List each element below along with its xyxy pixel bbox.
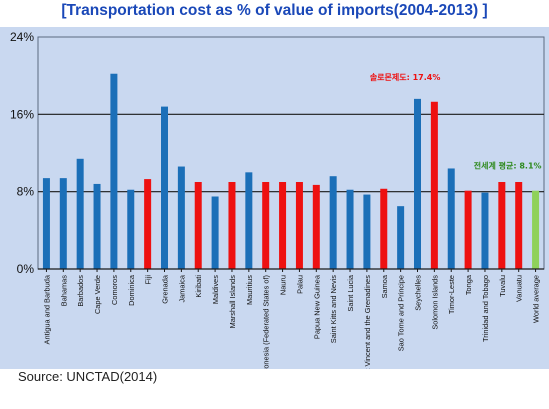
x-tick-label: Saint Lucia bbox=[346, 274, 355, 311]
source-note: Source: UNCTAD(2014) bbox=[18, 369, 158, 384]
bar bbox=[59, 178, 67, 269]
x-tick-label: Tuvalu bbox=[498, 275, 507, 297]
y-tick-label: 8% bbox=[17, 185, 35, 199]
x-tick-label: Bahamas bbox=[59, 275, 68, 307]
chart-title: [Transportation cost as % of value of im… bbox=[61, 2, 488, 19]
x-tick-label: Palau bbox=[295, 275, 304, 294]
x-tick-label: Jamaica bbox=[177, 274, 186, 302]
bar bbox=[262, 182, 270, 269]
bar bbox=[295, 182, 303, 269]
x-tick-label: Maldives bbox=[211, 275, 220, 304]
bar bbox=[532, 190, 540, 269]
x-tick-label: Kiribati bbox=[194, 275, 203, 298]
bar bbox=[481, 192, 489, 269]
x-tick-label: Fiji bbox=[144, 275, 153, 285]
chart-area: 0% 8% 16% 24% Antigua and Barbuda Bahamas Barb… bbox=[0, 27, 549, 369]
bar bbox=[414, 98, 421, 269]
x-tick-label: Barbados bbox=[76, 275, 85, 307]
x-tick-label: Trinidad and Tobago bbox=[481, 275, 490, 342]
x-tick-label: Samoa bbox=[380, 274, 389, 298]
bar bbox=[177, 166, 185, 269]
bar-chart: 0% 8% 16% 24% Antigua and Barbuda Bahamas Barb… bbox=[10, 30, 545, 369]
bar bbox=[447, 168, 455, 269]
x-tick-label: Antigua and Barbuda bbox=[42, 274, 51, 344]
bar bbox=[430, 101, 438, 270]
bar bbox=[279, 182, 287, 269]
bar bbox=[76, 158, 84, 269]
x-tick-label: Tonga bbox=[464, 274, 473, 295]
bar bbox=[144, 179, 152, 269]
bar bbox=[515, 182, 523, 269]
bar bbox=[93, 183, 101, 269]
x-tick-label: Dominica bbox=[127, 274, 136, 306]
bar bbox=[211, 196, 219, 269]
x-tick-label: Comoros bbox=[110, 275, 119, 305]
bar bbox=[110, 73, 118, 269]
x-tick-label: Vanuatu bbox=[515, 275, 524, 302]
x-tick-label: Saint Kitts and Nevis bbox=[329, 275, 338, 343]
bar bbox=[329, 176, 337, 269]
x-tick-label: Solomon Islands bbox=[430, 275, 439, 330]
x-tick-label: World average bbox=[532, 275, 541, 323]
x-tick-label: Nauru bbox=[279, 275, 288, 295]
x-tick-label: Seychelles bbox=[414, 275, 423, 311]
bar bbox=[397, 206, 405, 269]
x-tick-label: Saint Vincent and the Grenadines bbox=[363, 275, 372, 369]
x-tick-label: Mauritius bbox=[245, 275, 254, 305]
bar bbox=[346, 189, 354, 269]
y-tick-label: 0% bbox=[17, 262, 35, 276]
bar bbox=[194, 182, 202, 269]
y-tick-label: 16% bbox=[10, 107, 34, 121]
bar bbox=[42, 178, 50, 269]
bar bbox=[228, 182, 236, 269]
bar bbox=[161, 106, 168, 269]
x-tick-label: Timor-Leste bbox=[447, 275, 456, 314]
bar bbox=[312, 184, 320, 269]
bar bbox=[127, 189, 135, 269]
x-tick-label: Cape Verde bbox=[93, 275, 102, 314]
bar bbox=[380, 188, 388, 269]
x-tick-label: Grenada bbox=[161, 274, 170, 304]
x-tick-label: Papua New Guinea bbox=[312, 274, 321, 339]
bar bbox=[498, 182, 506, 269]
y-tick-label: 24% bbox=[10, 30, 34, 44]
annotation-label: 전세계 평균: 8.1% bbox=[474, 161, 542, 171]
bar bbox=[363, 194, 371, 269]
x-tick-label: Micronesia (Federated States of) bbox=[262, 275, 271, 369]
x-tick-label: Sao Tome and Principe bbox=[397, 275, 406, 351]
x-tick-label: Marshall Islands bbox=[228, 275, 237, 329]
bar bbox=[245, 172, 253, 269]
bar bbox=[464, 190, 472, 269]
annotation-label: 솔로몬제도: 17.4% bbox=[370, 72, 441, 82]
